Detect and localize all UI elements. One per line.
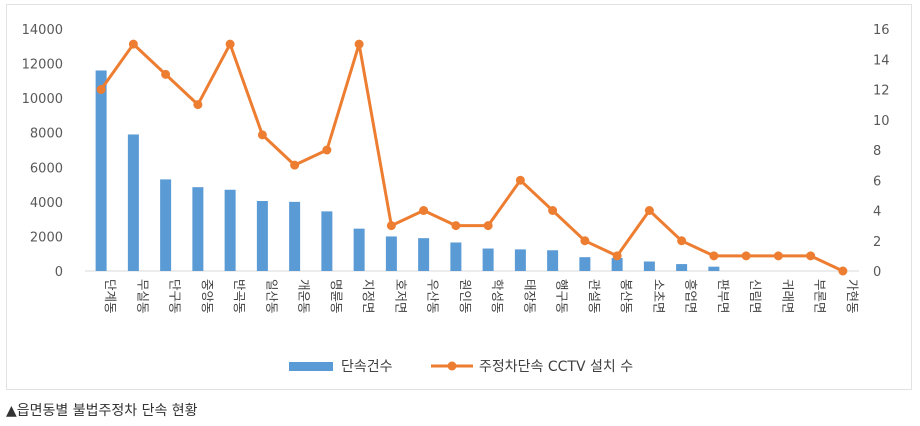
point-우산동 <box>419 206 429 215</box>
point-판부면 <box>709 251 719 261</box>
point-관설동 <box>580 236 590 246</box>
bar-단구동 <box>160 179 172 271</box>
point-명륜동 <box>322 145 332 155</box>
x-tick-label: 귀래면 <box>780 279 795 314</box>
legend-swatch-marker <box>447 361 457 371</box>
x-tick-label: 신림면 <box>748 279 763 314</box>
point-학성동 <box>483 221 493 231</box>
point-지정면 <box>354 39 364 49</box>
bar-봉산동 <box>611 258 623 271</box>
bar-학성동 <box>482 248 494 271</box>
point-원인동 <box>451 221 461 231</box>
bar-흥업면 <box>676 264 688 271</box>
x-tick-label: 반곡동 <box>232 279 247 314</box>
y-right-tick-label: 14 <box>873 53 890 68</box>
x-tick-label: 흥업면 <box>684 279 699 314</box>
y-right-tick-label: 10 <box>873 114 890 129</box>
x-tick-label: 무실동 <box>135 279 150 314</box>
x-tick-label: 중앙동 <box>200 279 215 314</box>
x-tick-label: 명륜동 <box>329 279 344 314</box>
x-tick-label: 부론면 <box>813 279 828 314</box>
point-무실동 <box>128 39 138 49</box>
point-흥업면 <box>677 236 687 246</box>
y-left-tick-label: 6000 <box>30 161 63 176</box>
point-중앙동 <box>193 100 203 110</box>
bar-중앙동 <box>192 187 204 271</box>
point-반곡동 <box>225 39 235 49</box>
point-신림면 <box>741 251 751 261</box>
bar-행구동 <box>547 250 559 271</box>
y-left-tick-label: 0 <box>55 265 63 280</box>
x-tick-label: 일산동 <box>264 279 279 314</box>
y-right-tick-label: 2 <box>873 235 881 250</box>
point-일산동 <box>257 130 267 140</box>
x-tick-label: 개운동 <box>297 279 312 314</box>
bar-관설동 <box>579 257 591 271</box>
bar-우산동 <box>418 238 430 271</box>
chart: 0 2000 4000 6000 8000 10000 12000 14000 0 2 4 6 8 10… <box>22 23 890 375</box>
series-line-cctv <box>99 42 844 273</box>
bar-무실동 <box>127 134 139 271</box>
bar-지정면 <box>353 228 365 271</box>
y-right-tick-label: 8 <box>873 144 881 159</box>
y-left-tick-label: 4000 <box>30 196 63 211</box>
legend-label-line: 주정차단속 CCTV 설치 수 <box>479 359 633 375</box>
legend: 단속건수 주정차단속 CCTV 설치 수 <box>289 359 633 375</box>
chart-frame: 0 2000 4000 6000 8000 10000 12000 14000 0 2 4 6 8 10… <box>6 4 912 390</box>
bar-소초면 <box>643 261 655 271</box>
bar-일산동 <box>256 200 268 271</box>
bar-개운동 <box>289 201 301 271</box>
y-right-tick-label: 16 <box>873 23 890 38</box>
y-right-tick-label: 0 <box>873 265 881 280</box>
point-봉산동 <box>612 251 622 261</box>
y-right-tick-label: 12 <box>873 84 890 99</box>
point-태장동 <box>515 175 525 185</box>
bar-호저면 <box>385 236 397 271</box>
point-개운동 <box>290 160 300 170</box>
y-right-tick-label: 4 <box>873 205 881 220</box>
x-tick-label: 가현동 <box>845 279 860 314</box>
figure-caption: ▲읍면동별 불법주정차 단속 현황 <box>6 403 198 419</box>
bar-단계동 <box>95 70 107 271</box>
x-tick-label: 원인동 <box>458 279 473 314</box>
point-단계동 <box>96 85 106 94</box>
x-tick-label: 행구동 <box>555 279 570 314</box>
x-tick-label: 소초면 <box>651 279 666 314</box>
point-호저면 <box>386 221 396 231</box>
x-tick-label: 단구동 <box>168 279 183 314</box>
x-tick-label: 지정면 <box>361 279 376 314</box>
x-tick-label: 단계동 <box>103 279 118 314</box>
y-left-tick-label: 2000 <box>30 230 63 245</box>
x-tick-label: 판부면 <box>716 279 731 314</box>
point-소초면 <box>644 206 654 215</box>
bar-태장동 <box>514 249 526 271</box>
y-left-tick-label: 14000 <box>22 23 63 38</box>
point-행구동 <box>548 206 558 215</box>
x-tick-label: 호저면 <box>393 279 408 314</box>
y-left-tick-label: 8000 <box>30 127 63 142</box>
point-귀래면 <box>773 251 783 261</box>
bar-반곡동 <box>224 189 236 271</box>
x-tick-label: 우산동 <box>426 279 441 314</box>
point-부론면 <box>806 251 816 261</box>
y-right-tick-label: 6 <box>873 174 881 189</box>
bar-원인동 <box>450 242 462 271</box>
y-left-tick-label: 12000 <box>22 58 63 73</box>
x-tick-label: 관설동 <box>587 279 602 314</box>
y-left-tick-label: 10000 <box>22 92 63 107</box>
x-tick-label: 봉산동 <box>619 279 634 314</box>
point-가현동 <box>838 266 848 276</box>
x-tick-label: 학성동 <box>490 279 505 314</box>
point-단구동 <box>161 69 171 79</box>
bar-명륜동 <box>321 211 333 271</box>
legend-label-bar: 단속건수 <box>341 359 393 375</box>
x-tick-label: 태장동 <box>522 279 537 314</box>
bar-판부면 <box>708 266 720 271</box>
legend-swatch-bar <box>289 362 333 371</box>
